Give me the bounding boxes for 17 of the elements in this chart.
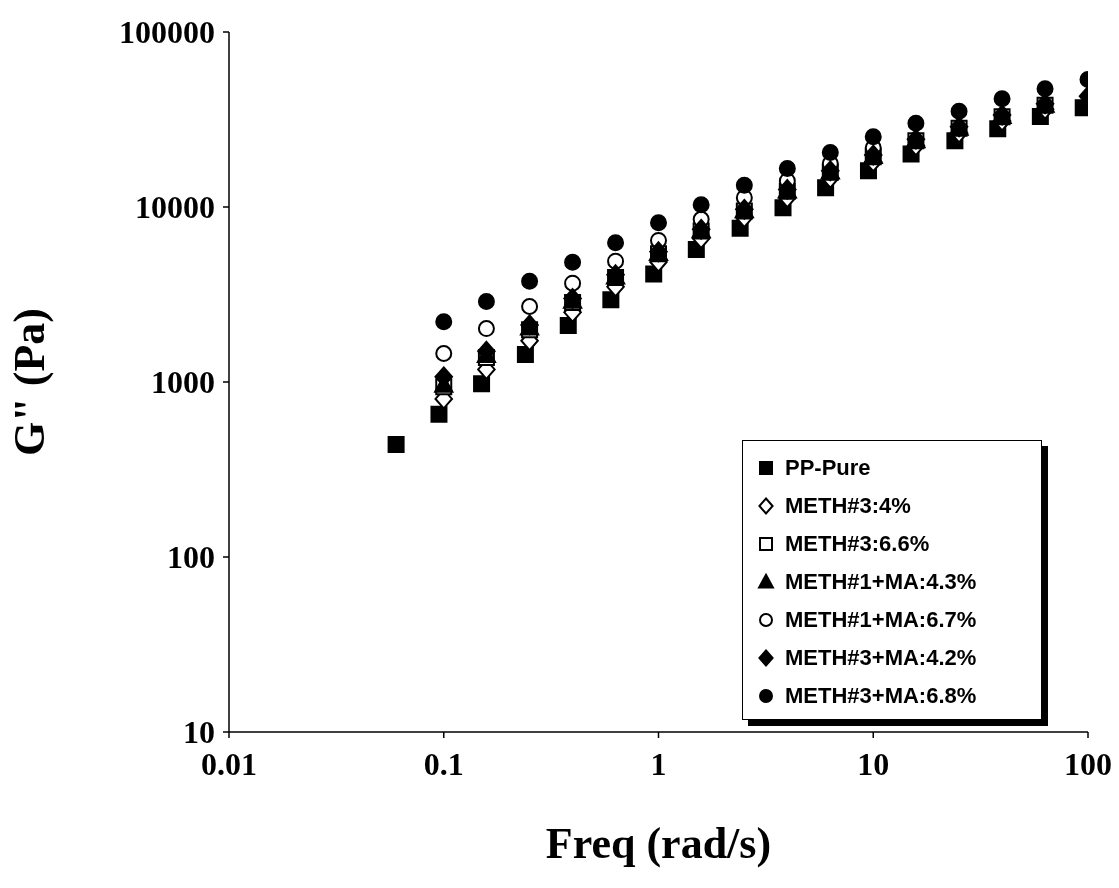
y-tick-label: 100000 <box>119 14 215 51</box>
legend-label: METH#3:6.6% <box>785 531 930 557</box>
legend-label: METH#3:4% <box>785 493 911 519</box>
legend-label: METH#1+MA:6.7% <box>785 607 977 633</box>
x-axis-title: Freq (rad/s) <box>545 819 772 868</box>
y-tick-label: 100 <box>167 539 215 576</box>
y-axis-title: G" (Pa) <box>4 308 54 456</box>
y-tick-label: 1000 <box>151 364 215 401</box>
legend-label: METH#1+MA:4.3% <box>785 569 977 595</box>
legend-label: PP-Pure <box>785 455 871 481</box>
x-tick-label: 10 <box>857 745 890 782</box>
legend-label: METH#3+MA:6.8% <box>785 683 977 709</box>
x-tick-label: 0.1 <box>423 745 464 782</box>
y-tick-label: 10000 <box>135 189 215 226</box>
x-tick-label: 100 <box>1064 745 1112 782</box>
x-tick-label: 1 <box>650 745 667 782</box>
legend-label: METH#3+MA:4.2% <box>785 645 977 671</box>
